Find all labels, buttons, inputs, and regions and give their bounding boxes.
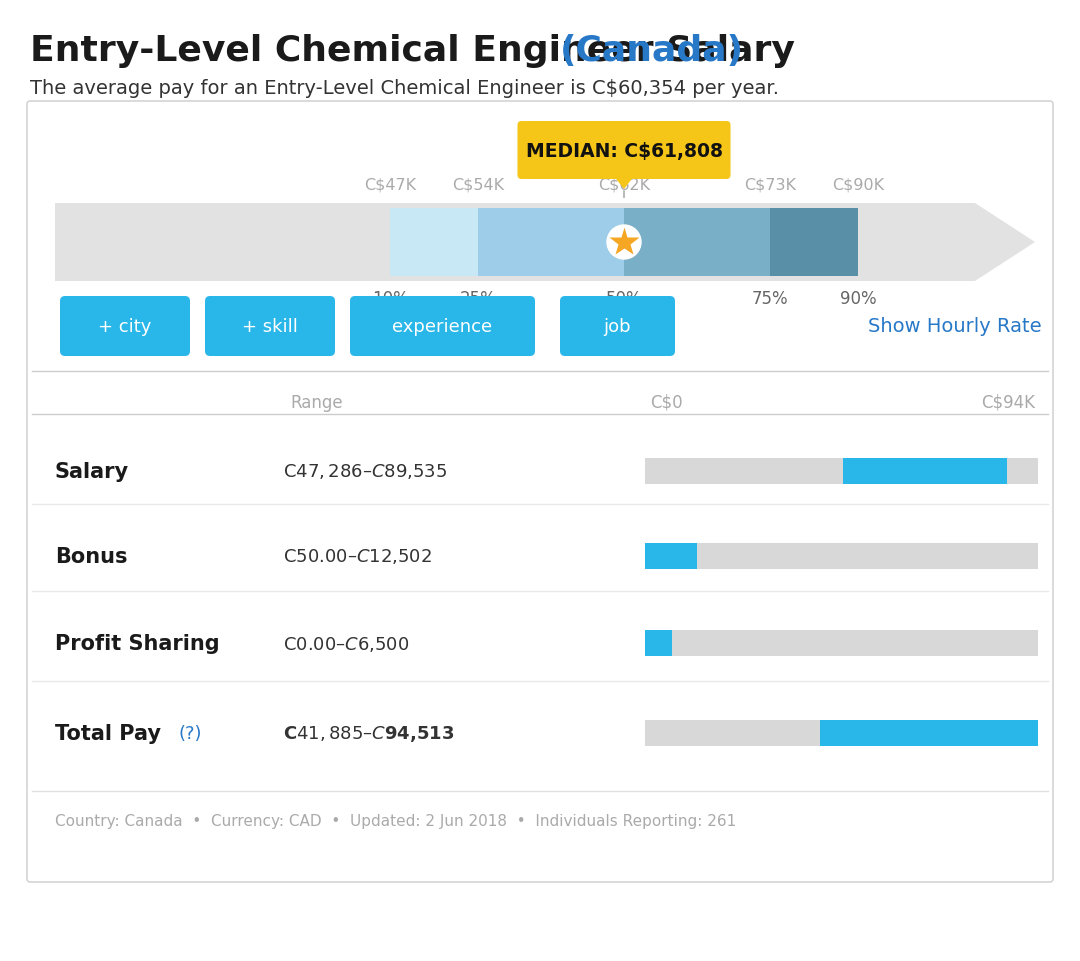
Text: C$54K: C$54K (451, 177, 503, 192)
Text: Show Hourly Rate: Show Hourly Rate (868, 317, 1042, 336)
Text: + skill: + skill (242, 318, 298, 335)
Text: C$90K: C$90K (832, 177, 885, 192)
FancyBboxPatch shape (205, 297, 335, 357)
Text: 10%: 10% (372, 289, 408, 308)
Text: C$47,286 – C$89,535: C$47,286 – C$89,535 (283, 462, 447, 481)
Bar (820, 720, 1038, 747)
Bar (645, 543, 698, 570)
Bar (645, 630, 672, 656)
FancyBboxPatch shape (27, 102, 1053, 882)
FancyBboxPatch shape (561, 297, 675, 357)
Text: The average pay for an Entry-Level Chemical Engineer is C$60,354 per year.: The average pay for an Entry-Level Chemi… (30, 79, 779, 98)
Text: Total Pay: Total Pay (55, 724, 168, 743)
Bar (390, 209, 477, 277)
Text: (Canada): (Canada) (561, 34, 744, 68)
Polygon shape (55, 204, 1035, 282)
FancyBboxPatch shape (350, 297, 535, 357)
Circle shape (607, 226, 642, 259)
Text: C$41,885 – C$94,513: C$41,885 – C$94,513 (283, 724, 455, 743)
Text: Country: Canada  •  Currency: CAD  •  Updated: 2 Jun 2018  •  Individuals Report: Country: Canada • Currency: CAD • Update… (55, 813, 737, 828)
Bar (645, 630, 1038, 656)
Bar (645, 543, 1038, 570)
Text: C$0: C$0 (650, 394, 683, 411)
Text: 90%: 90% (839, 289, 876, 308)
Text: Bonus: Bonus (55, 547, 127, 566)
Text: C$94K: C$94K (981, 394, 1035, 411)
Bar (477, 209, 624, 277)
Text: C$62K: C$62K (598, 177, 650, 192)
Text: 25%: 25% (459, 289, 496, 308)
Text: Profit Sharing: Profit Sharing (55, 633, 219, 653)
Text: job: job (604, 318, 632, 335)
Bar (645, 458, 1038, 484)
Text: C$50.00 – C$12,502: C$50.00 – C$12,502 (283, 547, 432, 566)
Text: + city: + city (98, 318, 151, 335)
Text: Entry-Level Chemical Engineer Salary: Entry-Level Chemical Engineer Salary (30, 34, 808, 68)
Text: Range: Range (291, 394, 342, 411)
Text: 75%: 75% (752, 289, 788, 308)
Text: C$73K: C$73K (744, 177, 796, 192)
Text: C$47K: C$47K (364, 177, 416, 192)
Polygon shape (613, 176, 635, 190)
Text: experience: experience (392, 318, 492, 335)
Text: MEDIAN: C$61,808: MEDIAN: C$61,808 (526, 141, 723, 160)
FancyBboxPatch shape (60, 297, 190, 357)
Text: (?): (?) (178, 725, 202, 742)
Bar (770, 209, 858, 277)
Bar (624, 209, 770, 277)
Bar (842, 458, 1007, 484)
FancyBboxPatch shape (517, 122, 730, 180)
Text: Salary: Salary (55, 461, 130, 481)
Text: 50%: 50% (606, 289, 643, 308)
Text: C$0.00 – C$6,500: C$0.00 – C$6,500 (283, 634, 409, 653)
Bar (645, 720, 1038, 747)
